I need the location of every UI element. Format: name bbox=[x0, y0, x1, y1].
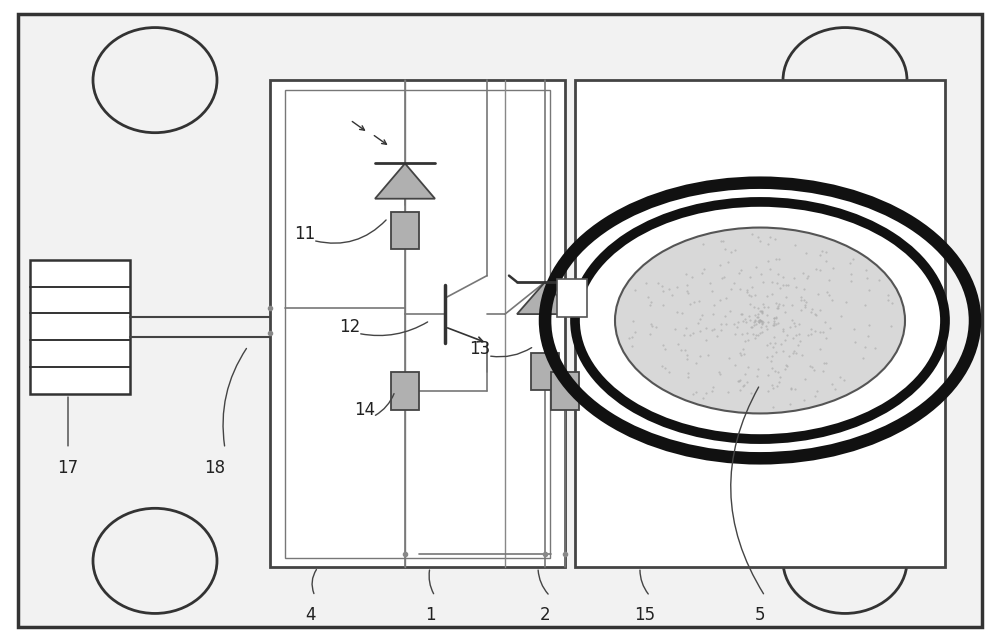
Bar bbox=[557, 279, 587, 317]
Ellipse shape bbox=[93, 508, 217, 613]
Ellipse shape bbox=[783, 28, 907, 133]
Text: 4: 4 bbox=[305, 606, 315, 624]
Ellipse shape bbox=[783, 508, 907, 613]
Text: 12: 12 bbox=[339, 318, 361, 336]
Bar bbox=[391, 212, 419, 249]
Circle shape bbox=[615, 228, 905, 413]
Bar bbox=[270, 80, 565, 567]
Polygon shape bbox=[375, 163, 435, 199]
Text: 1: 1 bbox=[425, 606, 435, 624]
Ellipse shape bbox=[93, 28, 217, 133]
Text: 11: 11 bbox=[294, 225, 316, 243]
Text: 18: 18 bbox=[204, 459, 226, 477]
Bar bbox=[575, 80, 945, 567]
Bar bbox=[531, 353, 559, 390]
Bar bbox=[551, 372, 579, 410]
Bar bbox=[391, 372, 419, 410]
Text: 15: 15 bbox=[634, 606, 656, 624]
Text: 17: 17 bbox=[57, 459, 79, 477]
Polygon shape bbox=[517, 282, 573, 314]
Text: 5: 5 bbox=[755, 606, 765, 624]
Text: 13: 13 bbox=[469, 340, 491, 358]
Bar bbox=[30, 260, 130, 394]
Text: 14: 14 bbox=[354, 401, 376, 419]
Text: 2: 2 bbox=[540, 606, 550, 624]
Bar bbox=[285, 90, 550, 558]
